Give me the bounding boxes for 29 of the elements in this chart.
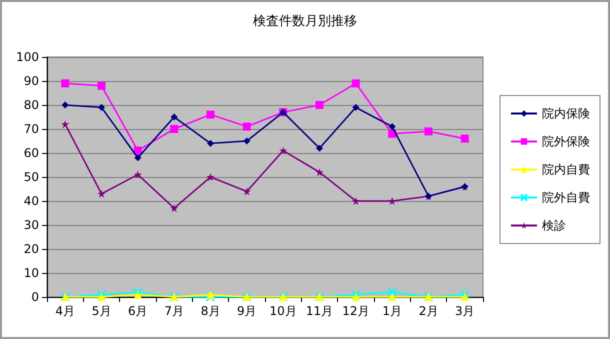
y-tick-label: 70 — [24, 122, 39, 136]
legend-label: 院内自費 — [542, 162, 590, 176]
x-tick-label: 12月 — [342, 304, 370, 318]
x-tick-label: 2月 — [418, 304, 438, 318]
y-tick-label: 20 — [24, 242, 39, 256]
y-tick-label: 10 — [24, 266, 39, 280]
legend-label: 院外自費 — [542, 190, 590, 204]
y-tick-label: 50 — [24, 170, 39, 184]
y-tick-label: 0 — [31, 290, 39, 304]
y-tick-label: 30 — [24, 218, 39, 232]
x-tick-label: 1月 — [382, 304, 402, 318]
chart-title: 検査件数月別推移 — [253, 14, 357, 29]
y-tick-label: 90 — [24, 74, 39, 88]
x-tick-label: 7月 — [164, 304, 184, 318]
legend-label: 検診 — [542, 218, 566, 232]
x-tick-label: 10月 — [270, 304, 297, 318]
x-tick-label: 9月 — [237, 304, 257, 318]
x-tick-label: 11月 — [306, 304, 334, 318]
x-tick-label: 5月 — [92, 304, 112, 318]
legend-label: 院外保険 — [542, 134, 590, 148]
x-tick-label: 3月 — [455, 304, 475, 318]
x-tick-label: 4月 — [55, 304, 75, 318]
y-tick-label: 40 — [24, 194, 39, 208]
legend-label: 院内保険 — [542, 106, 590, 120]
y-tick-label: 100 — [16, 50, 39, 64]
y-tick-label: 80 — [24, 98, 39, 112]
y-tick-label: 60 — [24, 146, 39, 160]
x-tick-label: 6月 — [128, 304, 148, 318]
x-tick-label: 8月 — [200, 304, 220, 318]
